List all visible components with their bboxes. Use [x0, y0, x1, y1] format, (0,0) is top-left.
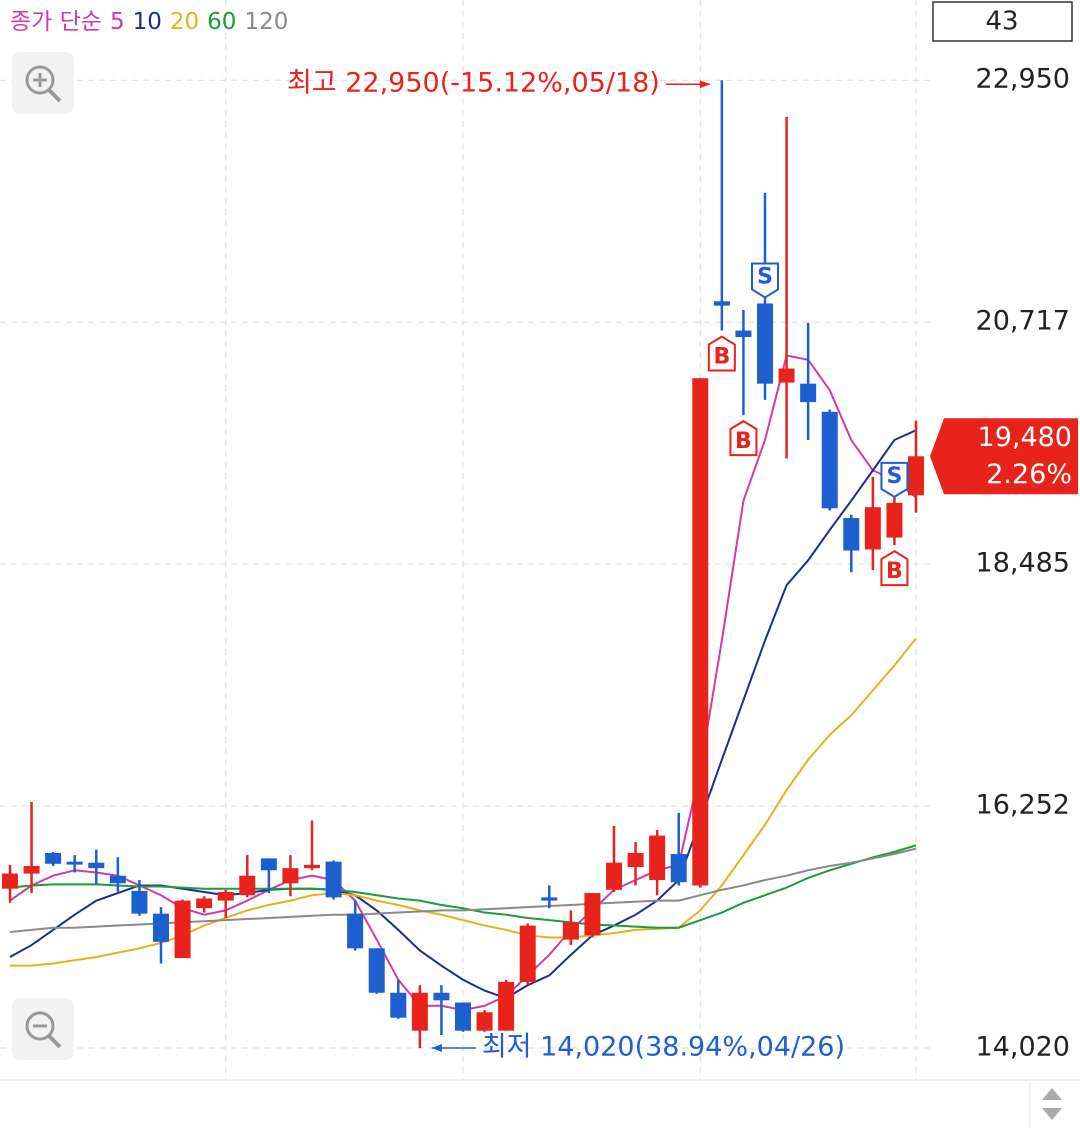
annotation-arrowhead [431, 1044, 442, 1053]
price-tag-change: 2.26% [986, 459, 1072, 490]
price-tag [930, 418, 1078, 495]
candle-body [433, 992, 450, 1001]
zoom-in-button[interactable] [12, 52, 74, 114]
legend-entry: 20 [170, 9, 199, 35]
candle-body [627, 852, 644, 868]
legend-entry: 10 [133, 9, 162, 35]
candle-body [174, 900, 191, 959]
candle-body [368, 948, 385, 993]
legend-prefix: 종가 단순 [10, 9, 102, 35]
candle-body [282, 868, 299, 884]
candle-body [260, 858, 277, 871]
signal-marker [880, 549, 909, 587]
candle-body [347, 913, 364, 949]
candle-body [800, 383, 817, 403]
signal-marker [729, 419, 758, 457]
annotation-arrowhead [699, 80, 710, 89]
legend: 종가 단순 5 10 20 60 120 [10, 9, 288, 35]
zoom-in-icon[interactable] [47, 88, 62, 103]
legend-entry: 60 [207, 9, 236, 35]
candle-body [498, 981, 515, 1031]
legend-entry: 120 [244, 9, 288, 35]
candle-body [778, 368, 795, 383]
y-tick-label: 22,950 [976, 64, 1070, 95]
y-tick-label: 14,020 [976, 1032, 1070, 1063]
signal-label: B [713, 345, 730, 370]
low-annotation: 최저 14,020(38.94%,04/26) [482, 1032, 845, 1063]
y-tick-label: 20,717 [976, 306, 1070, 337]
count-box[interactable] [932, 1, 1073, 42]
candle-body [23, 865, 40, 874]
zoom-in-bg[interactable] [12, 52, 74, 114]
signal-label: S [757, 264, 773, 289]
zoom-out-bg[interactable] [12, 998, 74, 1060]
candle-body [304, 864, 320, 869]
candle-body [886, 502, 903, 538]
candle-body [217, 891, 234, 901]
candle-body [390, 992, 407, 1018]
candle-body [908, 456, 924, 496]
candle-body [153, 913, 169, 942]
signal-label: B [886, 559, 903, 584]
count-label: 43 [985, 7, 1018, 37]
candle-body [411, 992, 428, 1031]
candle-body [196, 898, 213, 909]
signal-marker [751, 262, 779, 299]
legend-entry: 5 [110, 9, 125, 35]
price-tag-value: 19,480 [978, 422, 1072, 453]
candle-body [476, 1012, 493, 1031]
scroll-control[interactable] [1029, 1082, 1062, 1128]
candle-body [45, 852, 62, 864]
candle-body [821, 411, 838, 509]
candle-body [66, 861, 83, 865]
candle-body [455, 1002, 471, 1031]
zoom-out-icon[interactable] [47, 1034, 62, 1049]
candle-body [735, 330, 752, 338]
scroll-down[interactable] [1042, 1108, 1062, 1120]
signal-label: S [886, 464, 902, 489]
candle-body [843, 518, 860, 551]
candle-body [864, 507, 881, 550]
moving-average-line [9, 429, 917, 1000]
candle-body [109, 875, 126, 884]
candle-body [757, 303, 773, 384]
candle-body [519, 925, 536, 982]
candle-body [325, 861, 342, 898]
candle-body [692, 378, 709, 886]
candle-body [131, 890, 148, 914]
candle-body [88, 862, 105, 869]
scroll-up[interactable] [1042, 1088, 1062, 1100]
signal-label: B [735, 429, 752, 454]
moving-average-line [9, 844, 917, 929]
candle-body [562, 922, 579, 940]
signal-marker [707, 335, 736, 372]
high-annotation: 최고 22,950(-15.12%,05/18) [287, 68, 660, 99]
candle-body [584, 893, 601, 936]
signal-marker [880, 461, 909, 499]
candle-body [649, 835, 666, 881]
zoom-in-icon[interactable] [25, 65, 55, 95]
candle-body [670, 854, 687, 883]
candle-body [606, 862, 622, 890]
zoom-out-button[interactable] [12, 998, 74, 1060]
candle-body [713, 301, 730, 306]
candle-body [541, 897, 558, 901]
zoom-out-icon[interactable] [25, 1011, 55, 1041]
x-axis-area [0, 1080, 1080, 1128]
candle-body [239, 875, 256, 896]
y-tick-label: 16,252 [976, 790, 1070, 821]
candle-body [2, 873, 18, 889]
y-tick-label: 18,485 [976, 548, 1070, 579]
